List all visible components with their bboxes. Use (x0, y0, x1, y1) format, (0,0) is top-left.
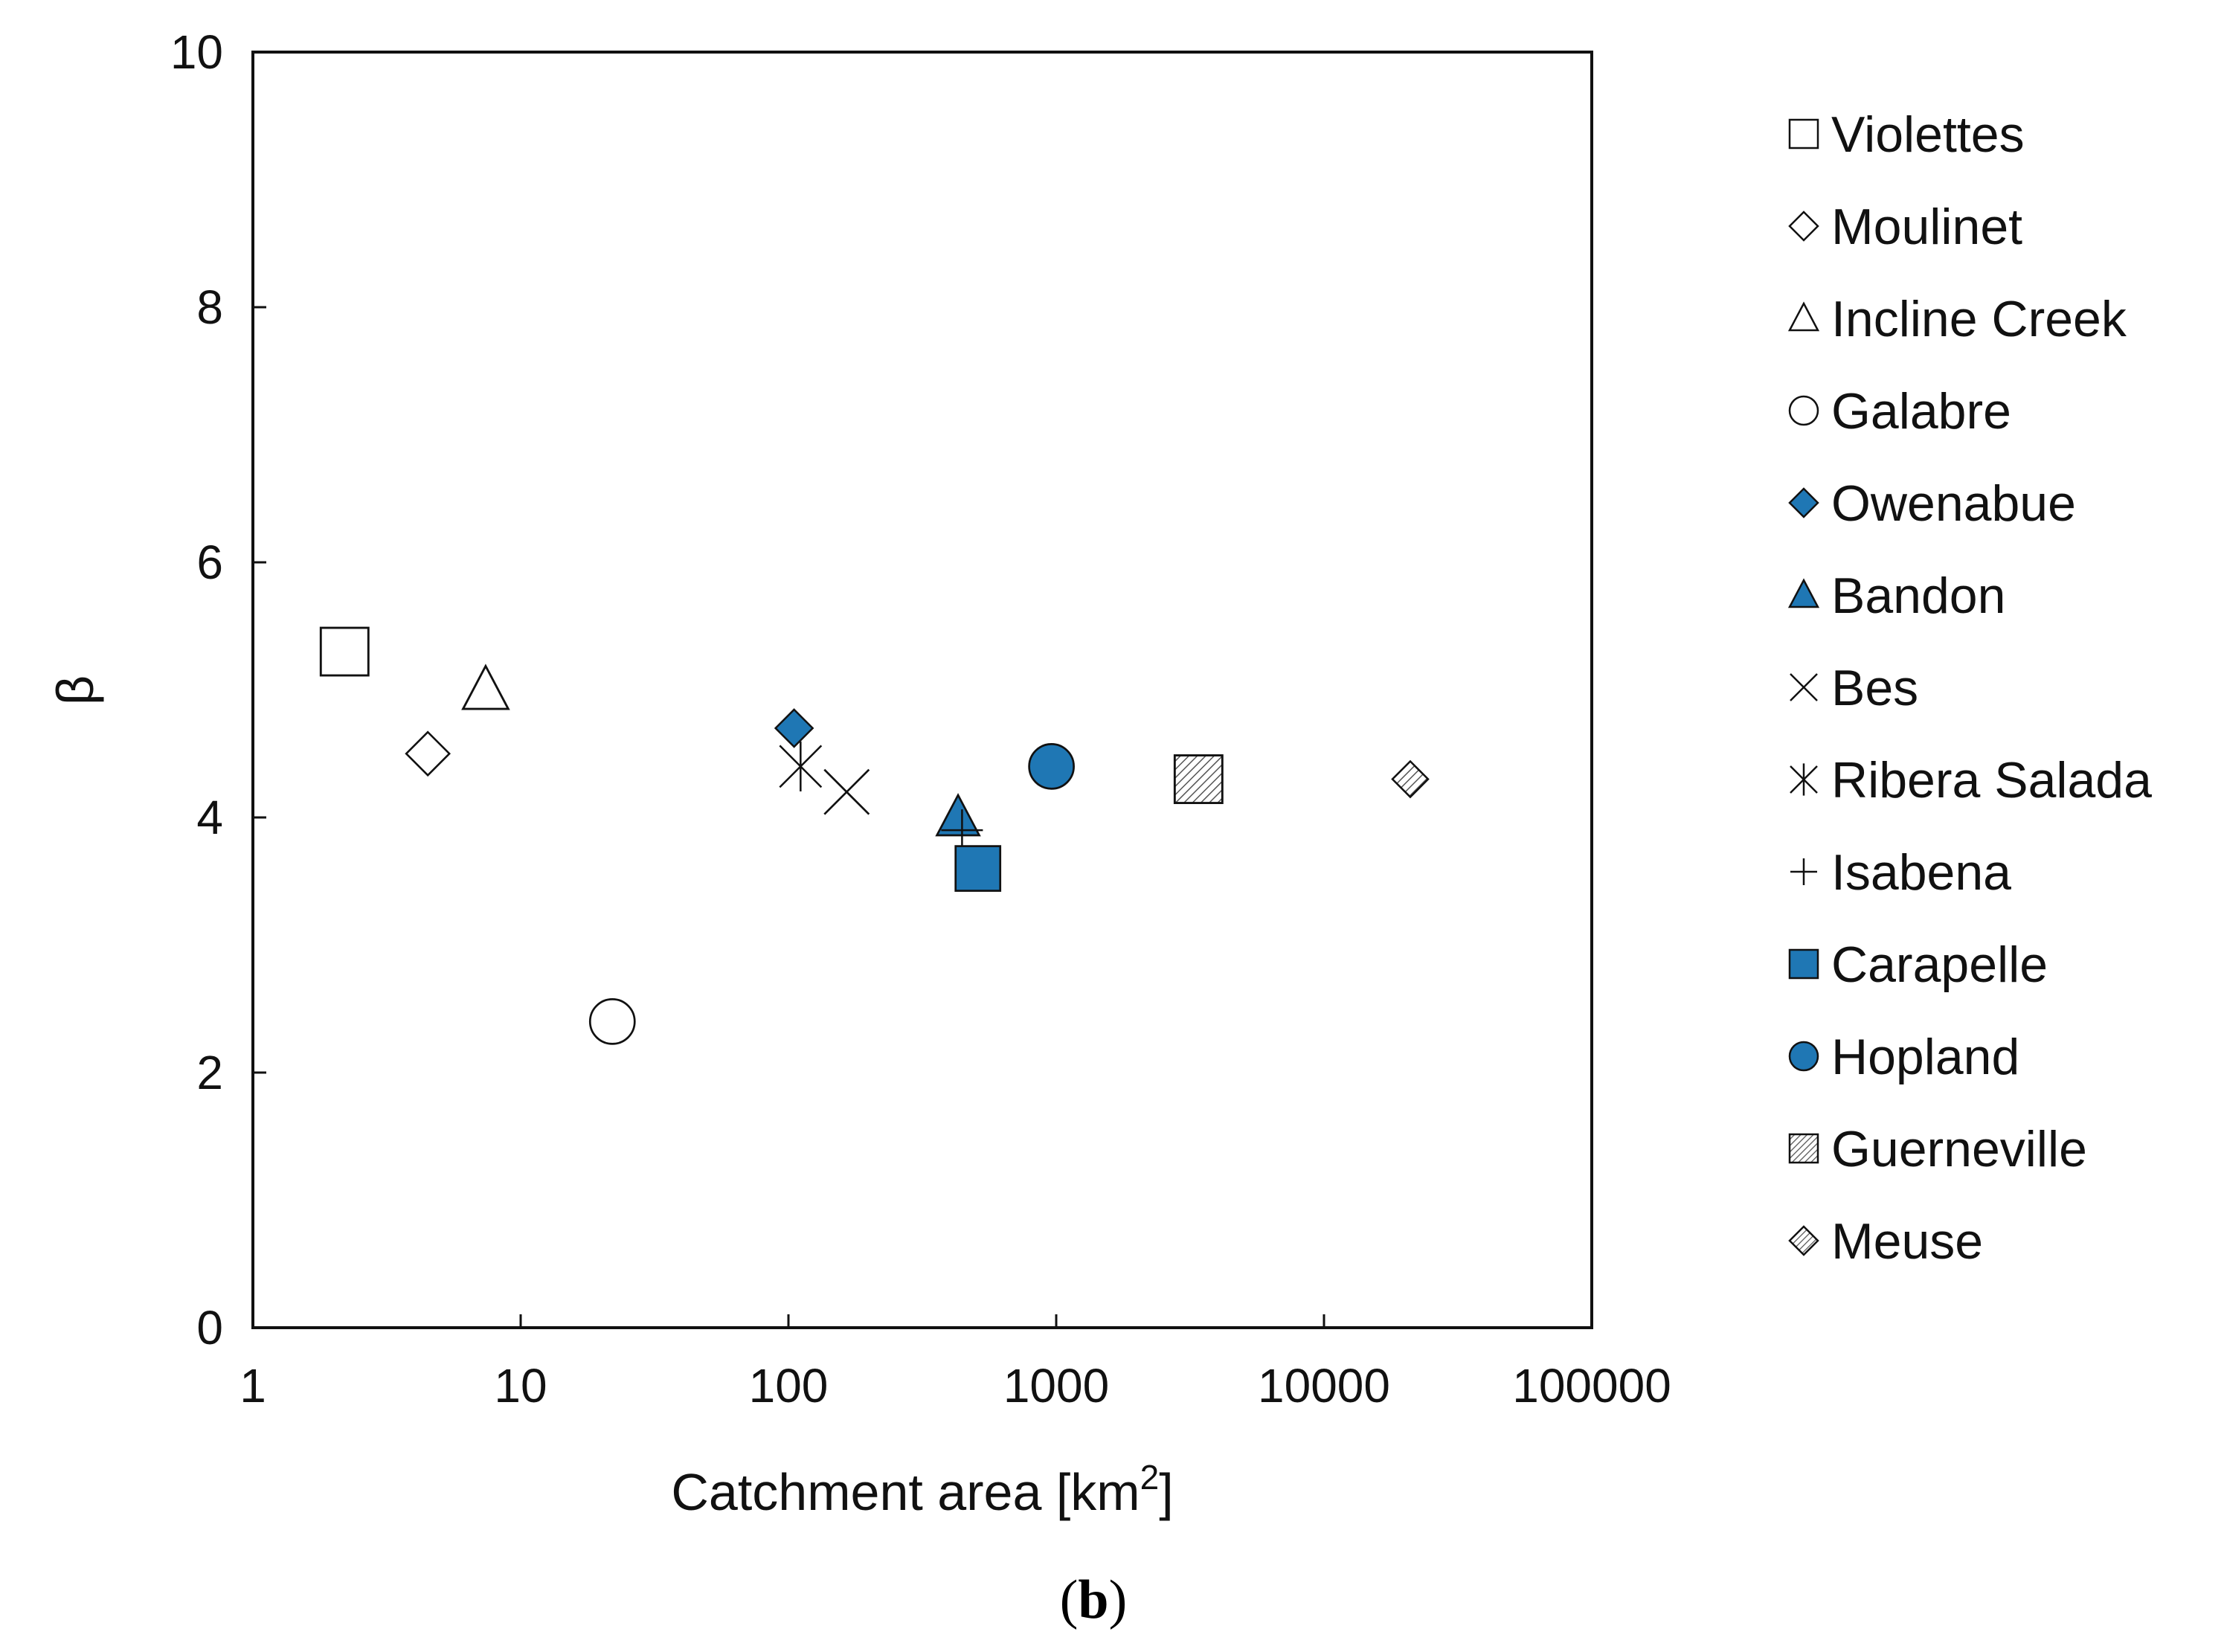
legend-item-bandon: Bandon (1787, 568, 2005, 624)
legend-item-moulinet: Moulinet (1788, 199, 2022, 255)
point-galabre (588, 998, 636, 1045)
y-tick-label: 0 (196, 1301, 223, 1354)
point-bandon (935, 793, 981, 837)
x-tick-label: 100000 (1512, 1359, 1671, 1412)
y-axis-title: β (46, 675, 104, 705)
legend-marker-moulinet (1788, 210, 1819, 242)
legend-marker-galabre (1788, 395, 1819, 426)
legend-item-owenabue: Owenabue (1788, 475, 2076, 532)
point-meuse (1391, 759, 1430, 799)
legend-label: Moulinet (1831, 199, 2022, 255)
legend-item-guerneville: Guerneville (1788, 1121, 2087, 1177)
legend-label: Bes (1831, 660, 1918, 716)
legend-marker-guerneville (1788, 1133, 1819, 1164)
legend-label: Ribera Salada (1831, 752, 2152, 809)
point-guerneville (1173, 754, 1224, 804)
panel-label: (b) (1060, 1569, 1127, 1630)
plot-area (251, 51, 1593, 1329)
x-axis-title: Catchment area [km2] (671, 1458, 1173, 1521)
legend-label: Carapelle (1831, 936, 2048, 993)
legend-item-bes: Bes (1790, 660, 1918, 716)
point-moulinet (405, 730, 451, 777)
y-tick-label: 10 (170, 25, 223, 79)
y-tick-label: 4 (196, 791, 223, 844)
x-tick-label: 100 (749, 1359, 829, 1412)
point-isabena (941, 809, 983, 852)
legend-label: Hopland (1831, 1029, 2019, 1085)
point-owenabue (774, 708, 814, 748)
legend-label: Violettes (1831, 106, 2025, 163)
x-tick-label: 1000 (1003, 1359, 1109, 1412)
legend-marker-hopland (1788, 1041, 1819, 1072)
legend-marker-owenabue (1788, 487, 1819, 518)
legend-marker-carapelle (1788, 948, 1819, 980)
legend-item-meuse: Meuse (1788, 1213, 1983, 1270)
legend-label: Isabena (1831, 844, 2011, 901)
legend-item-violettes: Violettes (1788, 106, 2025, 163)
legend-item-carapelle: Carapelle (1788, 936, 2048, 993)
legend-marker-meuse (1788, 1225, 1819, 1256)
legend-label: Bandon (1831, 568, 2005, 624)
y-tick-label: 2 (196, 1046, 223, 1099)
legend-label: Incline Creek (1831, 291, 2127, 347)
x-axis: 1 10 100 1000 10000 100000 (240, 1314, 1671, 1412)
legend-item-incline-creek: Incline Creek (1787, 291, 2127, 347)
y-axis: 0 2 4 6 8 10 (170, 25, 266, 1354)
point-ribera-salada (779, 741, 823, 791)
legend-item-hopland: Hopland (1788, 1029, 2019, 1085)
legend-marker-bes (1790, 673, 1818, 701)
legend: Violettes Moulinet Incline Creek Galabre Owe… (1787, 106, 2152, 1270)
y-tick-label: 8 (196, 280, 223, 334)
legend-marker-incline-creek (1787, 301, 1820, 332)
x-tick-label: 1 (240, 1359, 266, 1412)
legend-item-ribera-salada: Ribera Salada (1790, 752, 2152, 809)
legend-label: Guerneville (1831, 1121, 2087, 1177)
legend-label: Galabre (1831, 383, 2011, 440)
legend-marker-ribera-salada (1790, 763, 1818, 796)
x-tick-label: 10 (494, 1359, 547, 1412)
legend-item-isabena: Isabena (1790, 844, 2011, 901)
y-tick-label: 6 (196, 536, 223, 589)
legend-marker-isabena (1790, 858, 1817, 885)
legend-label: Owenabue (1831, 475, 2076, 532)
point-bes (823, 768, 870, 815)
point-violettes (319, 626, 370, 677)
x-tick-label: 10000 (1258, 1359, 1390, 1412)
point-carapelle (954, 845, 1002, 892)
legend-marker-bandon (1787, 578, 1820, 608)
legend-marker-violettes (1788, 118, 1819, 150)
legend-label: Meuse (1831, 1213, 1983, 1270)
data-points (319, 626, 1430, 1045)
point-incline-creek (461, 663, 510, 710)
legend-item-galabre: Galabre (1788, 383, 2011, 440)
point-hopland (1028, 743, 1075, 790)
